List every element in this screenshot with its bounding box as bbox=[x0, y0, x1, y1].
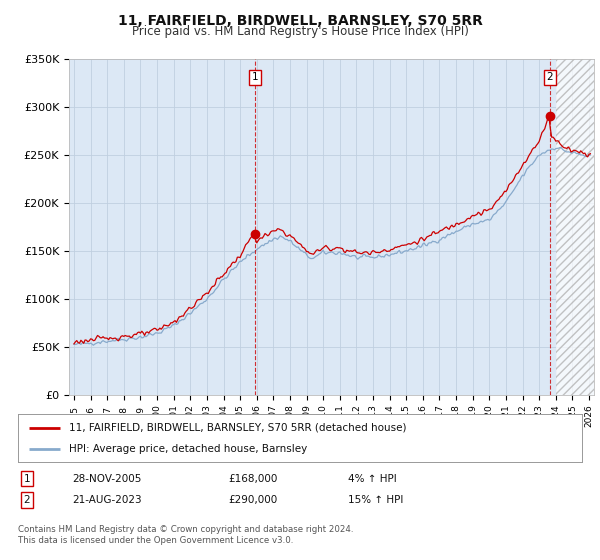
Text: Price paid vs. HM Land Registry's House Price Index (HPI): Price paid vs. HM Land Registry's House … bbox=[131, 25, 469, 38]
Text: 28-NOV-2005: 28-NOV-2005 bbox=[72, 474, 142, 484]
Text: 2: 2 bbox=[23, 495, 31, 505]
Text: £290,000: £290,000 bbox=[228, 495, 277, 505]
Bar bbox=[556, 59, 594, 395]
Text: 15% ↑ HPI: 15% ↑ HPI bbox=[348, 495, 403, 505]
Text: 21-AUG-2023: 21-AUG-2023 bbox=[72, 495, 142, 505]
Text: 11, FAIRFIELD, BIRDWELL, BARNSLEY, S70 5RR (detached house): 11, FAIRFIELD, BIRDWELL, BARNSLEY, S70 5… bbox=[69, 423, 406, 433]
Text: 4% ↑ HPI: 4% ↑ HPI bbox=[348, 474, 397, 484]
Text: 1: 1 bbox=[23, 474, 31, 484]
Text: Contains HM Land Registry data © Crown copyright and database right 2024.
This d: Contains HM Land Registry data © Crown c… bbox=[18, 525, 353, 545]
Text: 11, FAIRFIELD, BIRDWELL, BARNSLEY, S70 5RR: 11, FAIRFIELD, BIRDWELL, BARNSLEY, S70 5… bbox=[118, 14, 482, 28]
Text: 1: 1 bbox=[252, 72, 259, 82]
Text: HPI: Average price, detached house, Barnsley: HPI: Average price, detached house, Barn… bbox=[69, 444, 307, 454]
Text: £168,000: £168,000 bbox=[228, 474, 277, 484]
Text: 2: 2 bbox=[547, 72, 553, 82]
